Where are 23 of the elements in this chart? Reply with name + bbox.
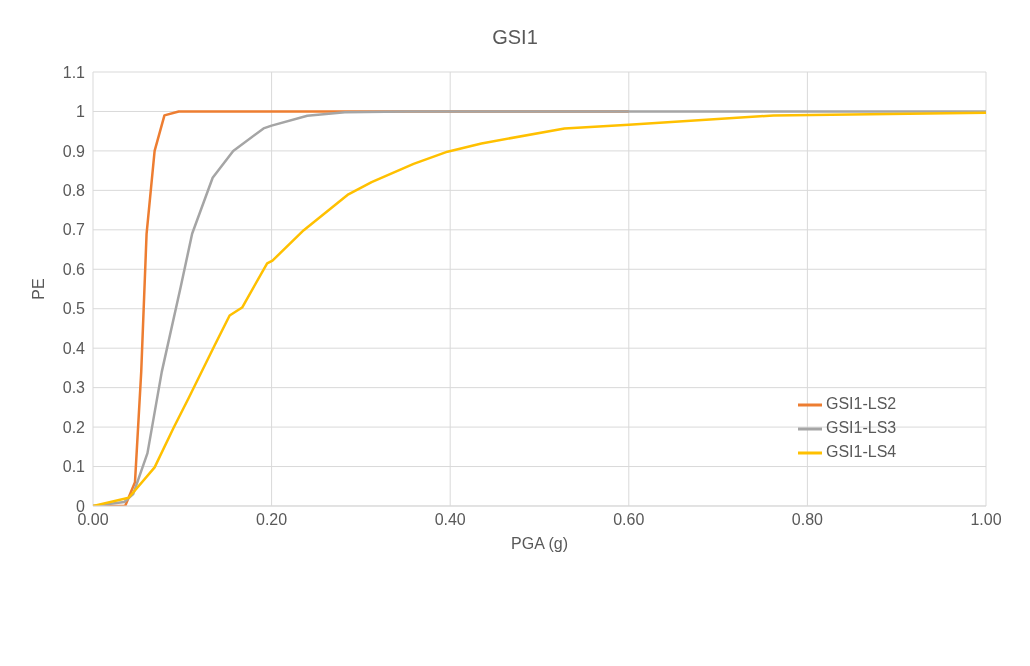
chart-title: GSI1 [491,26,539,49]
y-tick-label: 0.7 [62,221,86,239]
legend-label: GSI1-LS2 [826,395,897,413]
y-axis-title: PE [29,278,47,300]
x-tick-label: 0.20 [256,511,288,529]
x-tick-label: 0.60 [613,511,645,529]
x-tick-label: 0.00 [77,511,109,529]
y-tick-label: 0.1 [62,458,86,476]
x-tick-label: 1.00 [970,511,1002,529]
legend-label: GSI1-LS3 [826,419,897,437]
y-tick-label: 1.1 [62,63,86,81]
y-tick-label: 0.6 [62,260,86,278]
y-tick-label: 0.5 [62,300,86,318]
y-tick-label: 0.3 [62,379,86,397]
y-tick-label: 0.9 [62,142,86,160]
y-tick-label: 0.4 [62,339,86,357]
y-tick-label: 0.2 [62,418,86,436]
x-tick-label: 0.80 [791,511,824,529]
legend-label: GSI1-LS4 [826,443,897,461]
x-axis-title: PGA (g) [511,535,568,552]
y-tick-label: 1 [76,103,86,121]
y-tick-label: 0.8 [62,182,86,200]
x-tick-label: 0.40 [434,511,466,529]
